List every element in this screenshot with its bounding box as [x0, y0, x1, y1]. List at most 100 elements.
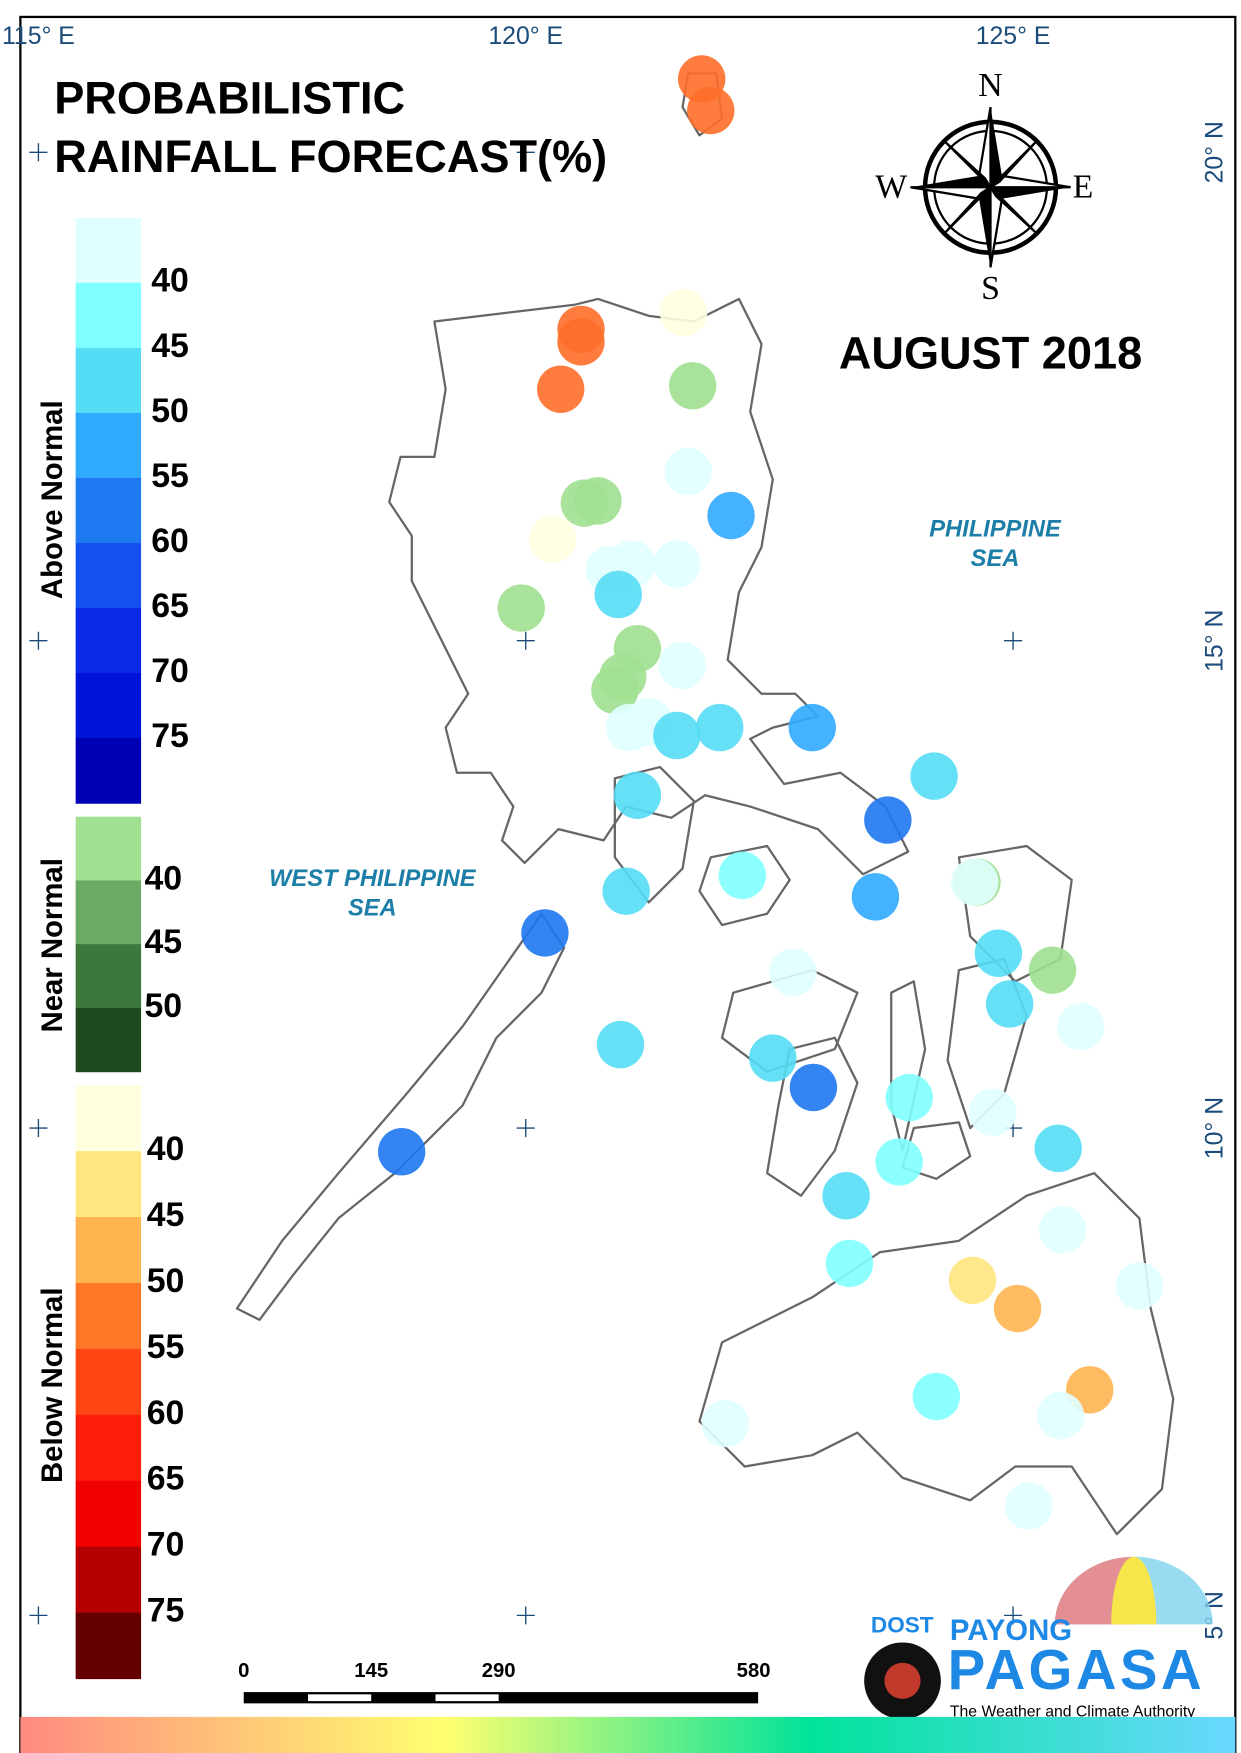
station: [529, 515, 577, 563]
station: [912, 1372, 961, 1421]
legend-tick-label: 50: [151, 392, 189, 430]
station: [974, 929, 1023, 977]
station: [825, 1239, 874, 1288]
title-line: RAINFALL FORECAST(%): [54, 131, 607, 182]
station: [687, 86, 735, 135]
legend-group-label: Below Normal: [36, 1288, 69, 1483]
title-line: PROBABILISTIC: [54, 72, 405, 123]
logo: DOST PAYONG PAGASA The Weather and Clima…: [864, 1556, 1213, 1721]
station: [557, 318, 605, 366]
station: [993, 1284, 1042, 1333]
station: [594, 570, 642, 619]
legend-swatch: [75, 608, 142, 674]
legend-swatch: [75, 944, 142, 1009]
legend-swatch: [75, 1151, 142, 1218]
legend-swatch: [75, 816, 142, 882]
station: [377, 1128, 426, 1176]
compass-n: N: [978, 67, 1002, 104]
legend-tick-label: 65: [151, 587, 189, 625]
station: [718, 851, 767, 900]
legend-swatch: [75, 1414, 142, 1482]
station: [1036, 1392, 1085, 1440]
station: [497, 584, 545, 632]
legend-swatch: [75, 477, 142, 544]
compass-w: W: [875, 168, 907, 205]
compass-s: S: [981, 270, 1000, 307]
legend-tick-label: 40: [151, 262, 189, 300]
station: [707, 491, 755, 540]
station: [985, 980, 1034, 1028]
logo-agency: DOST: [871, 1613, 934, 1638]
station: [653, 540, 701, 588]
legend-tick-label: 55: [151, 457, 189, 495]
legend-swatch: [75, 282, 142, 349]
legend-swatch: [75, 673, 142, 739]
station: [658, 641, 707, 690]
sea-label: SEA: [348, 895, 397, 921]
station: [969, 1088, 1017, 1136]
legend-tick-label: 70: [147, 1526, 185, 1564]
scale-bar: [243, 1692, 759, 1704]
legend-tick-label: 75: [151, 717, 189, 755]
legend-swatch: [75, 880, 142, 945]
legend-tick-label: 75: [147, 1592, 185, 1630]
legend-swatch: [75, 542, 142, 609]
station: [701, 1399, 750, 1448]
station: [822, 1172, 870, 1220]
legend-tick-label: 40: [147, 1130, 185, 1168]
station: [521, 909, 569, 957]
station: [1005, 1482, 1053, 1530]
station: [664, 447, 712, 496]
lon-label: 125° E: [976, 23, 1051, 50]
lat-label: 15° N: [1202, 610, 1229, 672]
legend-tick-label: 50: [147, 1262, 185, 1300]
compass-e: E: [1073, 168, 1094, 205]
station: [749, 1034, 797, 1082]
sea-label: WEST PHILIPPINE: [269, 866, 477, 892]
station: [1115, 1262, 1164, 1310]
lat-label: 20° N: [1202, 121, 1229, 183]
station: [948, 1256, 997, 1305]
period: AUGUST 2018: [839, 327, 1142, 378]
sea-label: SEA: [971, 546, 1020, 572]
legend-swatch: [75, 347, 142, 414]
station: [910, 752, 958, 800]
scale-label: 145: [354, 1660, 388, 1682]
legend-swatch: [75, 738, 142, 804]
scale-label: 290: [482, 1660, 516, 1682]
legend-tick-label: 50: [144, 987, 182, 1025]
legend-tick-label: 55: [147, 1328, 185, 1366]
station: [1039, 1205, 1087, 1254]
graticule: [29, 143, 1023, 1625]
legend-swatch: [75, 217, 142, 284]
station: [574, 477, 622, 525]
legend-tick-label: 45: [147, 1196, 185, 1234]
legend-swatch: [75, 1217, 142, 1284]
legend-swatch: [75, 1612, 142, 1680]
lon-label: 115° E: [2, 23, 75, 50]
station: [1034, 1124, 1082, 1173]
lon-label: 120° E: [488, 23, 563, 50]
legend-group-label: Above Normal: [36, 400, 69, 599]
station: [864, 796, 912, 844]
lat-label: 10° N: [1202, 1097, 1229, 1159]
station: [696, 703, 744, 752]
station: [851, 873, 900, 921]
station: [951, 858, 999, 906]
sea-label: PHILIPPINE: [929, 516, 1062, 542]
station: [591, 666, 639, 715]
station: [659, 288, 708, 337]
footer-band: [20, 1716, 1236, 1753]
station: [669, 362, 717, 410]
legend-tick-label: 65: [147, 1460, 185, 1498]
legend-swatch: [75, 412, 142, 479]
legend-swatch: [75, 1007, 142, 1073]
station: [1057, 1002, 1105, 1051]
legend-swatch: [75, 1348, 142, 1416]
station: [885, 1073, 933, 1122]
station: [596, 1020, 645, 1069]
scale-label: 0: [238, 1660, 249, 1682]
station: [1028, 946, 1077, 994]
station: [788, 703, 836, 752]
